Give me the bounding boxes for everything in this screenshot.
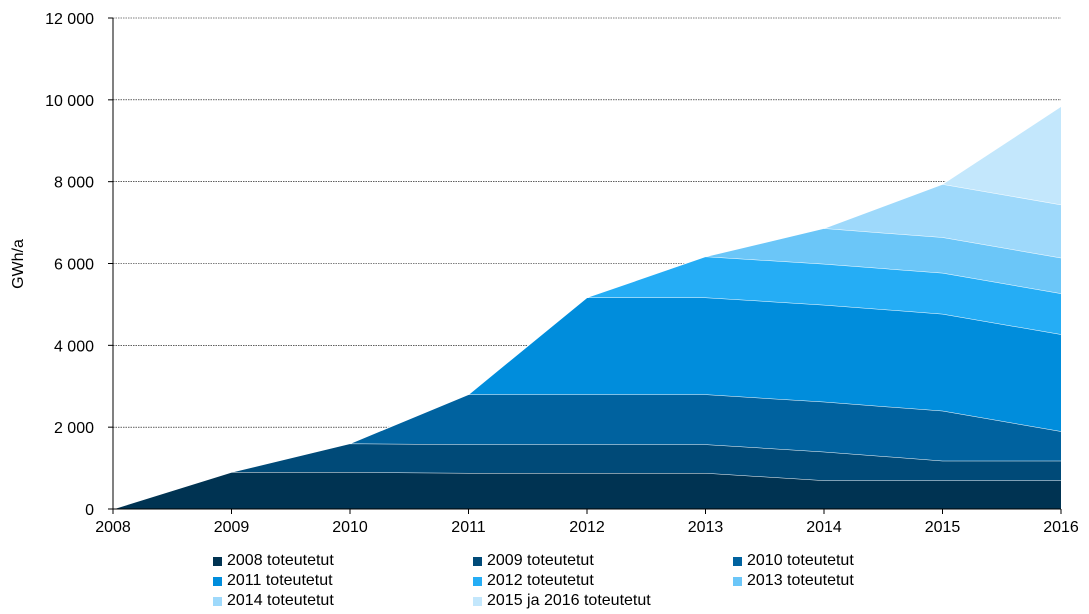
area-series bbox=[705, 228, 1061, 294]
area-series bbox=[231, 443, 1061, 481]
area-chart: 0 2 000 4 000 6 000 8 000 10 000 12 000 2008 200… bbox=[10, 11, 1079, 536]
x-tick-label: 2013 bbox=[688, 519, 724, 536]
legend-swatch bbox=[213, 576, 222, 586]
area-series bbox=[587, 256, 1061, 335]
legend-swatch bbox=[733, 576, 742, 586]
y-tick-label: 0 bbox=[85, 502, 94, 519]
area-series bbox=[113, 472, 1061, 509]
legend-item: 2013 toteutetut bbox=[733, 571, 913, 591]
x-tick-label: 2016 bbox=[1043, 519, 1079, 536]
stacked-areas bbox=[112, 105, 1062, 510]
legend-label: 2012 toteutetut bbox=[487, 572, 594, 589]
x-tick-label: 2009 bbox=[214, 519, 250, 536]
area-series bbox=[824, 184, 1061, 258]
y-axis-label: GWh/a bbox=[10, 239, 27, 289]
legend-item: 2014 toteutetut bbox=[213, 591, 473, 611]
x-tick-label: 2010 bbox=[332, 519, 368, 536]
legend-item: 2011 toteutetut bbox=[213, 571, 473, 591]
legend-item: 2009 toteutetut bbox=[473, 551, 733, 571]
legend-swatch bbox=[473, 596, 482, 606]
y-tick-label: 2 000 bbox=[54, 420, 94, 437]
area-series-edge bbox=[942, 105, 1062, 185]
legend-swatch bbox=[473, 556, 482, 566]
legend-swatch bbox=[733, 556, 742, 566]
legend-swatch bbox=[213, 596, 222, 606]
y-tick-label: 8 000 bbox=[54, 175, 94, 192]
legend-swatch bbox=[473, 576, 482, 586]
legend-item: 2010 toteutetut bbox=[733, 551, 913, 571]
y-tick-label: 4 000 bbox=[54, 338, 94, 355]
x-tick-label: 2011 bbox=[451, 519, 486, 536]
x-tick-label: 2014 bbox=[806, 519, 842, 536]
y-tick-label: 6 000 bbox=[54, 257, 94, 274]
y-tick-label: 10 000 bbox=[45, 93, 94, 110]
legend-item: 2015 ja 2016 toteutetut bbox=[473, 591, 733, 611]
x-tick-label: 2008 bbox=[95, 519, 131, 536]
legend-label: 2010 toteutetut bbox=[747, 552, 854, 569]
legend-label: 2014 toteutetut bbox=[227, 592, 334, 609]
legend-swatch bbox=[213, 556, 222, 566]
legend: 2008 toteutetut 2009 toteutetut 2010 toteu… bbox=[213, 551, 913, 611]
x-tick-label: 2015 bbox=[925, 519, 961, 536]
legend-label: 2013 toteutetut bbox=[747, 572, 854, 589]
y-tick-label: 12 000 bbox=[45, 11, 94, 28]
area-series bbox=[942, 106, 1061, 205]
legend-label: 2015 ja 2016 toteutetut bbox=[487, 592, 651, 609]
legend-item: 2008 toteutetut bbox=[213, 551, 473, 571]
legend-label: 2009 toteutetut bbox=[487, 552, 594, 569]
axes: 0 2 000 4 000 6 000 8 000 10 000 12 000 2008 200… bbox=[45, 11, 1079, 536]
area-series bbox=[468, 297, 1061, 432]
x-tick-label: 2012 bbox=[569, 519, 605, 536]
area-series bbox=[350, 394, 1061, 461]
legend-item: 2012 toteutetut bbox=[473, 571, 733, 591]
legend-label: 2011 toteutetut bbox=[227, 572, 333, 589]
legend-label: 2008 toteutetut bbox=[227, 552, 334, 569]
